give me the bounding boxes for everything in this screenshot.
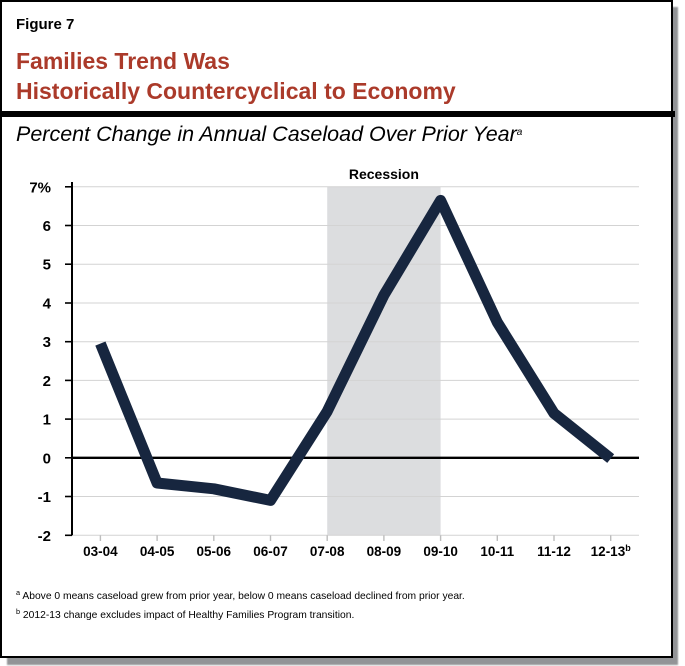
svg-text:03-04: 03-04 [83,544,118,559]
svg-text:1: 1 [43,412,51,429]
svg-text:0: 0 [43,450,51,467]
svg-text:08-09: 08-09 [367,544,402,559]
svg-text:04-05: 04-05 [140,544,175,559]
svg-text:3: 3 [43,334,51,351]
svg-text:09-10: 09-10 [423,544,458,559]
svg-text:-1: -1 [38,489,51,506]
svg-text:07-08: 07-08 [310,544,345,559]
svg-text:Recession: Recession [349,166,419,182]
svg-text:4: 4 [43,296,52,313]
svg-text:2: 2 [43,373,51,390]
svg-text:12-13b: 12-13b [591,543,632,559]
svg-text:10-11: 10-11 [480,544,514,559]
svg-text:06-07: 06-07 [253,544,288,559]
svg-text:05-06: 05-06 [197,544,232,559]
svg-text:6: 6 [43,218,51,235]
svg-text:-2: -2 [38,528,51,545]
svg-text:5: 5 [43,257,51,274]
svg-text:11-12: 11-12 [537,544,571,559]
svg-text:7%: 7% [29,180,51,197]
